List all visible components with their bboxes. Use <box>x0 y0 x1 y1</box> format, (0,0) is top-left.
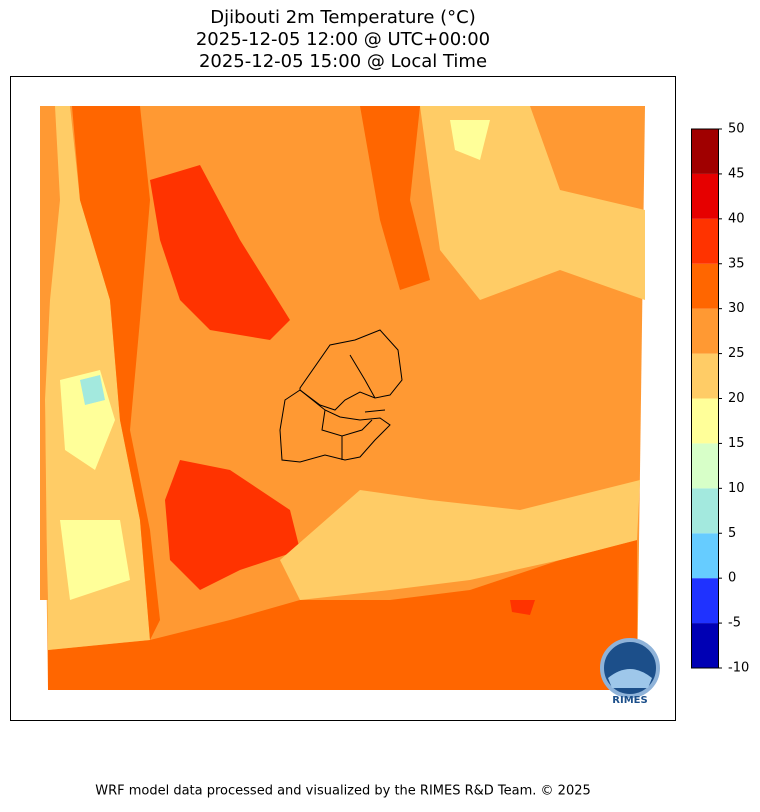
colorbar-tick-label: 50 <box>728 122 745 137</box>
colorbar-band <box>691 263 718 309</box>
country-borders <box>279 329 403 463</box>
colorbar-band <box>691 443 718 489</box>
colorbar-band <box>691 398 718 444</box>
colorbar-band <box>691 578 718 624</box>
colorbar-band <box>691 353 718 399</box>
colorbar-band <box>691 308 718 354</box>
logo: RIMES <box>600 638 660 706</box>
colorbar-tick-label: -5 <box>728 616 741 631</box>
colorbar-band <box>691 173 718 219</box>
logo-text: RIMES <box>612 695 647 706</box>
footer: WRF model data processed and visualized … <box>95 784 591 799</box>
title-line: Djibouti 2m Temperature (°C) <box>210 7 476 28</box>
colorbar: -10 -5 0 5 10 15 20 25 30 35 40 45 50 <box>691 122 749 676</box>
colorbar-tick-label: 10 <box>728 481 745 496</box>
colorbar-tick-label: 0 <box>728 571 736 586</box>
colorbar-band <box>691 623 718 668</box>
colorbar-tick-label: -10 <box>728 661 749 676</box>
title-line: 2025-12-05 12:00 @ UTC+00:00 <box>196 29 490 50</box>
temperature-field <box>40 106 645 690</box>
colorbar-band <box>691 218 718 264</box>
colorbar-tick-label: 25 <box>728 346 745 361</box>
colorbar-band <box>691 129 718 174</box>
colorbar-tick-label: 20 <box>728 391 745 406</box>
colorbar-tick-label: 15 <box>728 436 745 451</box>
colorbar-tick-label: 30 <box>728 301 745 316</box>
colorbar-band <box>691 488 718 534</box>
colorbar-tick-label: 40 <box>728 211 745 226</box>
colorbar-tick-label: 35 <box>728 256 745 271</box>
colorbar-tick-label: 5 <box>728 526 736 541</box>
colorbar-tick-label: 45 <box>728 166 745 181</box>
colorbar-band <box>691 533 718 579</box>
title-line: 2025-12-05 15:00 @ Local Time <box>199 51 487 72</box>
